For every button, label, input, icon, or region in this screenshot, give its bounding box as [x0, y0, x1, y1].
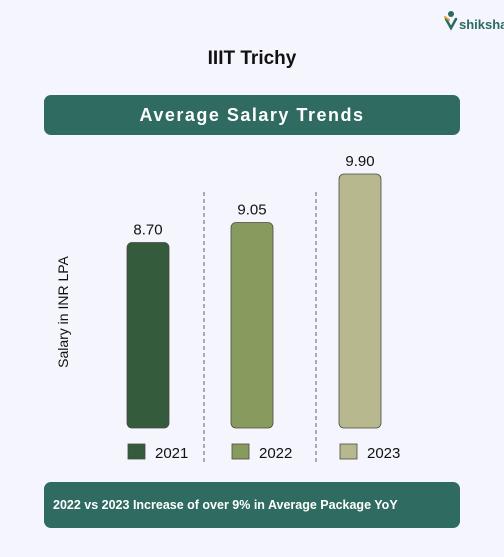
legend-swatch-2021 — [127, 443, 146, 460]
data-label-2021: 8.70 — [133, 221, 162, 238]
bar-2021 — [126, 242, 170, 429]
shiksha-logo[interactable]: shiksha — [444, 10, 504, 32]
chart-title-banner: Average Salary Trends — [44, 95, 460, 135]
legend-label-2023: 2023 — [367, 445, 400, 462]
data-label-2023: 9.90 — [345, 153, 374, 170]
page-title: IIIT Trichy — [207, 48, 297, 69]
shiksha-logo-icon — [444, 10, 458, 32]
legend-swatch-2022 — [231, 443, 250, 460]
logo-text: shiksha — [459, 16, 504, 32]
bar-2022 — [230, 222, 274, 429]
legend-label-2021: 2021 — [155, 445, 188, 462]
legend-label-2022: 2022 — [259, 445, 292, 462]
summary-banner: 2022 vs 2023 Increase of over 9% in Aver… — [44, 482, 460, 528]
y-axis-label: Salary in INR LPA — [55, 255, 71, 367]
legend-swatch-2023 — [339, 443, 358, 460]
bar-2023 — [338, 173, 382, 429]
data-label-2022: 9.05 — [237, 202, 266, 219]
